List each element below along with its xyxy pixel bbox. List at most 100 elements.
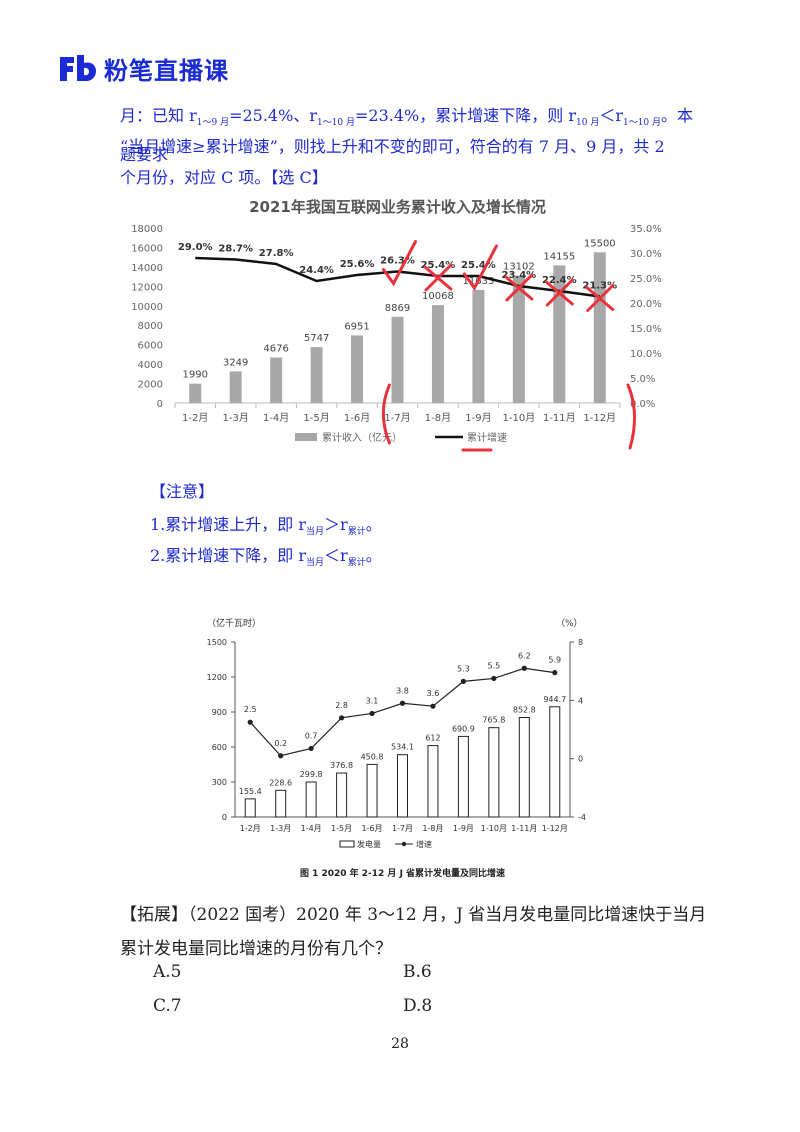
y-tick-label: 1200 (207, 673, 227, 682)
y2-tick-label: 4 (578, 696, 583, 705)
x-tick-label: 1-4月 (301, 824, 322, 833)
growth-label: 27.8% (259, 248, 294, 259)
revenue-bar-label: 10068 (422, 291, 454, 302)
intro-line-1: 月：已知 r1～9 月=25.4%、r1～10 月=23.4%，累计增速下降，则… (120, 106, 694, 165)
fb-logo-icon (60, 55, 96, 82)
question-stem-2: 累计发电量同比增速的月份有几个？ (120, 939, 392, 959)
growth-label: 22.4% (542, 275, 577, 286)
growth-point (521, 665, 527, 671)
y2-tick-label: 0 (578, 755, 583, 764)
growth-point (247, 719, 253, 725)
y-tick-label: 12000 (131, 282, 163, 293)
bracket-right (626, 383, 637, 450)
generation-bar (457, 735, 469, 818)
revenue-bar-label: 4676 (263, 344, 288, 355)
growth-point (308, 745, 314, 752)
generation-bar-label: 944.7 (543, 695, 566, 704)
x-tick-label: 1-2月 (240, 824, 261, 833)
revenue-bar-label: 14155 (543, 251, 575, 262)
growth-label: 2.5 (244, 705, 257, 714)
y-tick-label: 1500 (207, 638, 227, 647)
revenue-bar (189, 383, 202, 403)
growth-point (399, 700, 406, 706)
growth-point (460, 678, 467, 684)
check-mark (462, 244, 498, 291)
cross-mark (423, 263, 453, 292)
revenue-bar-label: 3249 (223, 357, 248, 368)
x-tick-label: 1-10月 (481, 824, 507, 833)
y2-axis-unit: （%） (556, 618, 583, 629)
y2-tick-label: 15.0% (630, 324, 662, 335)
y2-tick-label: 8 (578, 638, 583, 647)
cross-mark (585, 284, 615, 312)
revenue-bar (391, 316, 404, 403)
growth-label: 0.2 (274, 739, 287, 748)
generation-bar (336, 772, 348, 818)
y-tick-label: 14000 (131, 263, 163, 274)
growth-label: 28.7% (218, 244, 253, 255)
revenue-bar-label: 6951 (344, 321, 369, 332)
y2-tick-label: 0.0% (630, 399, 655, 410)
generation-bar-label: 690.9 (452, 724, 475, 733)
generation-bar-label: 852.8 (513, 706, 536, 715)
generation-bar-label: 612 (425, 734, 440, 743)
option-a[interactable]: A.5 (153, 962, 182, 982)
y2-tick-label: 35.0% (630, 224, 662, 235)
generation-bar (397, 754, 408, 818)
growth-label: 25.4% (421, 260, 456, 271)
revenue-bar (229, 371, 242, 403)
question-stem-1: 【拓展】（2022 国考）2020 年 3～12 月，J 省当月发电量同比增速快… (120, 905, 707, 925)
growth-label: 3.6 (427, 689, 440, 698)
growth-label: 25.6% (340, 259, 375, 270)
growth-label: 3.8 (396, 686, 409, 695)
y-tick-label: 0 (157, 399, 163, 410)
x-tick-label: 1-9月 (453, 824, 474, 833)
option-c[interactable]: C.7 (153, 996, 182, 1016)
generation-bar (488, 727, 500, 818)
growth-label: 5.9 (548, 656, 561, 665)
y-tick-label: 900 (212, 708, 227, 717)
x-tick-label: 1-5月 (303, 412, 329, 424)
x-tick-label: 1-4月 (263, 412, 289, 424)
generation-bar (549, 706, 561, 818)
y-tick-label: 6000 (138, 341, 163, 352)
growth-line (195, 256, 600, 298)
growth-label: 5.3 (457, 664, 470, 673)
growth-point (491, 675, 497, 682)
option-d[interactable]: D.8 (403, 996, 433, 1016)
generation-bar (305, 781, 317, 818)
x-tick-label: 1-10月 (503, 412, 536, 424)
y-tick-label: 8000 (138, 321, 163, 332)
generation-bar (518, 717, 530, 818)
generation-bar (244, 798, 256, 818)
growth-label: 5.5 (487, 661, 500, 670)
generation-bar-label: 376.8 (330, 761, 353, 770)
y-tick-label: 2000 (138, 380, 163, 391)
revenue-bar-label: 13102 (503, 262, 535, 273)
revenue-bar-label: 1990 (183, 370, 208, 381)
note-item-1: 1.累计增速上升，即 r当月＞r累计。 (150, 515, 382, 538)
option-b[interactable]: B.6 (403, 962, 432, 982)
intro-line-3: 个月份，对应 C 项。【选 C】 (120, 168, 328, 187)
internet-revenue-chart: 2021年我国互联网业务累计收入及增长情况 0 2000 4000 6000 8000 10… (131, 198, 662, 452)
y-tick-label: 0 (222, 813, 227, 822)
y-tick-label: 18000 (131, 224, 163, 235)
x-tick-label: 1-8月 (422, 824, 443, 833)
note-title: 【注意】 (150, 482, 215, 501)
revenue-bar-label: 15500 (584, 238, 616, 249)
y-tick-label: 600 (212, 743, 227, 752)
x-tick-label: 1-7月 (392, 824, 413, 833)
legend-bar-swatch (339, 840, 355, 848)
x-tick-label: 1-6月 (344, 412, 370, 424)
x-tick-label: 1-3月 (223, 412, 249, 424)
revenue-bar (512, 275, 525, 403)
revenue-bar-label: 5747 (304, 333, 329, 344)
y2-tick-label: -4 (578, 813, 586, 822)
growth-label: 29.0% (178, 242, 213, 253)
y-tick-label: 300 (212, 778, 227, 787)
generation-bar (366, 763, 378, 818)
revenue-bar (310, 347, 323, 403)
y-tick-label: 4000 (138, 360, 163, 371)
x-tick-label: 1-9月 (465, 412, 491, 424)
revenue-bar (593, 252, 606, 403)
